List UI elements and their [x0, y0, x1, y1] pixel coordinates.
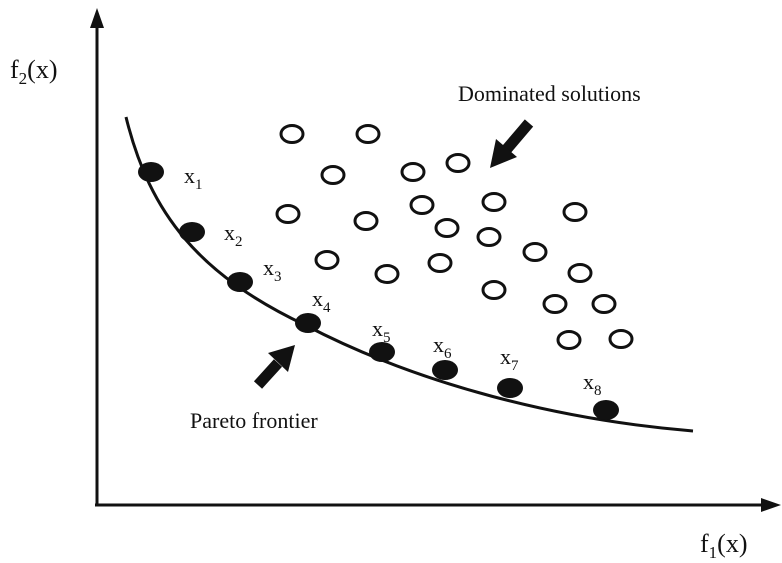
dominated-solution-circle	[314, 250, 340, 270]
dominated-solution-circle	[591, 294, 617, 314]
dominated-solution-circle	[279, 124, 305, 144]
dominated-solution-circle	[567, 263, 593, 283]
dominated-solution-circle	[481, 280, 507, 300]
pareto-point-x5	[369, 342, 395, 362]
pareto-point-x2	[179, 222, 205, 242]
dominated-solutions-label: Dominated solutions	[458, 81, 641, 106]
y-axis-arrowhead	[90, 8, 104, 28]
dominated-solution-circle	[542, 294, 568, 314]
pareto-points	[138, 162, 619, 420]
dominated-arrow	[490, 119, 534, 168]
axes	[90, 8, 781, 512]
dominated-solution-circle	[522, 242, 548, 262]
y-axis-label: f2(x)	[10, 55, 58, 88]
pareto-point-label-x6: x6	[433, 332, 452, 362]
dominated-solution-circle	[320, 165, 346, 185]
pareto-point-x1	[138, 162, 164, 182]
pareto-point-label-x7: x7	[500, 344, 519, 374]
dominated-solution-circle	[434, 218, 460, 238]
x-axis-arrowhead	[761, 498, 781, 512]
dominated-solution-circle	[556, 330, 582, 350]
pareto-point-label-x2: x2	[224, 220, 243, 250]
x-axis-label: f1(x)	[700, 529, 748, 562]
dominated-solution-circle	[427, 253, 453, 273]
pareto-point-label-x8: x8	[583, 369, 602, 399]
pareto-point-label-x3: x3	[263, 255, 282, 285]
pareto-point-label-x1: x1	[184, 163, 203, 193]
dominated-solution-circle	[608, 329, 634, 349]
dominated-solution-circle	[476, 227, 502, 247]
pareto-point-label-x5: x5	[372, 316, 391, 346]
dominated-solution-circle	[400, 162, 426, 182]
dominated-solution-circle	[481, 192, 507, 212]
pareto-point-label-x4: x4	[312, 286, 331, 316]
dominated-solution-circle	[409, 195, 435, 215]
pareto-point-x6	[432, 360, 458, 380]
pareto-point-x7	[497, 378, 523, 398]
dominated-solution-circle	[275, 204, 301, 224]
pareto-frontier-label: Pareto frontier	[190, 408, 318, 433]
pareto-arrow	[253, 345, 295, 389]
dominated-solution-circle	[353, 211, 379, 231]
pareto-point-x4	[295, 313, 321, 333]
dominated-solutions	[275, 124, 634, 350]
pareto-point-x8	[593, 400, 619, 420]
dominated-solution-circle	[355, 124, 381, 144]
pareto-point-labels: x1 x2 x3 x4 x5 x6 x7 x8	[184, 163, 602, 399]
pareto-point-x3	[227, 272, 253, 292]
dominated-solution-circle	[374, 264, 400, 284]
dominated-solution-circle	[445, 153, 471, 173]
dominated-solution-circle	[562, 202, 588, 222]
